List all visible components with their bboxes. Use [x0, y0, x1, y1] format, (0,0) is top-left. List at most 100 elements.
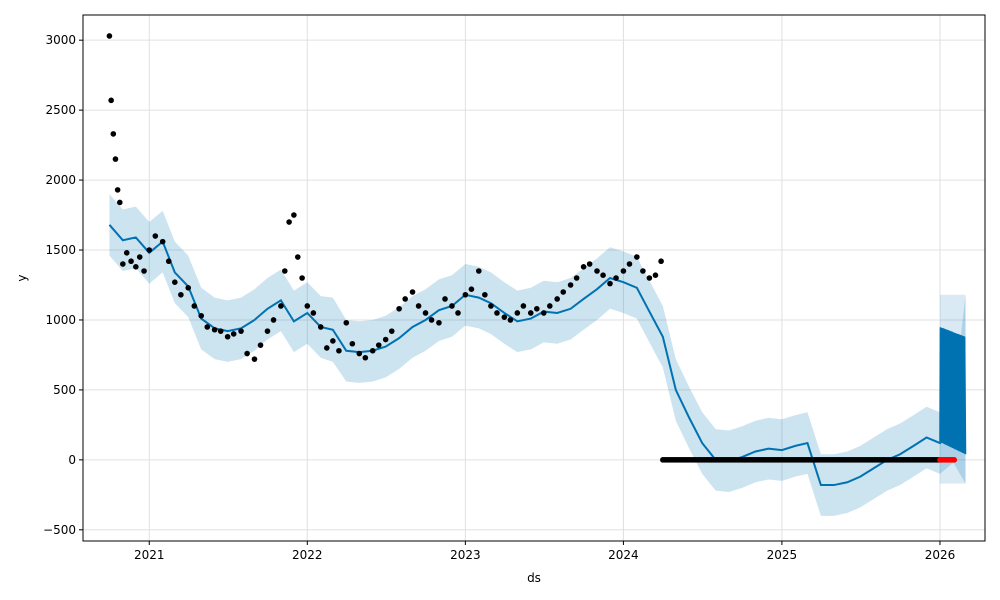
observed-point: [594, 268, 600, 274]
observed-point: [409, 289, 416, 295]
observed-point: [172, 279, 178, 285]
y-tick-label: 3000: [45, 33, 76, 47]
observed-point: [286, 219, 292, 225]
observed-point: [294, 254, 301, 260]
y-tick-label: −500: [43, 523, 76, 537]
observed-point: [165, 258, 172, 265]
observed-point: [185, 284, 192, 291]
observed-point: [554, 296, 560, 302]
y-tick-label: 500: [53, 383, 76, 397]
observed-point: [455, 310, 461, 316]
observed-point: [356, 350, 363, 357]
observed-point: [159, 238, 166, 245]
observed-point: [640, 268, 646, 274]
y-tick-label: 0: [68, 453, 76, 467]
observed-point: [191, 303, 198, 309]
observed-point: [362, 354, 369, 361]
x-tick-label: 2022: [292, 548, 323, 562]
observed-point: [494, 310, 500, 316]
observed-point: [507, 317, 514, 323]
observed-point: [501, 314, 508, 320]
observed-point: [573, 275, 580, 281]
observed-point: [468, 286, 475, 292]
observed-point: [244, 350, 250, 357]
observed-point: [626, 261, 633, 267]
observed-points-layer: [106, 33, 958, 463]
observed-point: [224, 333, 231, 340]
x-axis-label: ds: [527, 571, 541, 585]
observed-point: [270, 317, 277, 323]
observed-point: [204, 324, 211, 330]
observed-point: [534, 305, 540, 312]
observed-point: [152, 233, 159, 239]
observed-point: [396, 305, 402, 312]
observed-point: [567, 282, 574, 288]
observed-point: [607, 280, 613, 287]
observed-point: [310, 310, 317, 316]
observed-point: [547, 303, 553, 309]
observed-point: [634, 254, 640, 260]
x-tick-label: 2026: [925, 548, 956, 562]
observed-point: [449, 303, 455, 309]
observed-point: [120, 261, 126, 267]
plot-frame: [82, 14, 986, 542]
observed-point: [369, 347, 376, 354]
uncertainty-band: [109, 194, 966, 516]
observed-point: [291, 212, 297, 218]
holdout-point: [951, 457, 958, 463]
observed-point: [586, 261, 593, 267]
observed-point: [462, 291, 469, 298]
y-tick-label: 2500: [45, 103, 76, 117]
observed-point: [264, 328, 271, 334]
observed-point: [112, 156, 119, 162]
observed-point: [388, 328, 395, 334]
x-tick-label: 2021: [134, 548, 165, 562]
observed-point: [428, 317, 435, 323]
observed-point: [230, 331, 237, 337]
forecast-line-layer: [108, 224, 967, 487]
observed-point: [330, 338, 336, 344]
x-axis-ticks: 2021 2022 2023 2024 2025 2026: [134, 541, 955, 562]
observed-point: [251, 356, 258, 362]
observed-point: [198, 312, 205, 319]
observed-point: [110, 131, 117, 137]
observed-point: [514, 310, 521, 316]
observed-point: [482, 291, 488, 298]
observed-point: [600, 272, 606, 279]
grid: [83, 15, 985, 541]
observed-point: [317, 324, 324, 330]
observed-point: [304, 303, 311, 309]
x-tick-label: 2023: [450, 548, 481, 562]
observed-point: [123, 250, 130, 256]
observed-point: [527, 310, 534, 316]
y-tick-label: 1000: [45, 313, 76, 327]
observed-point: [108, 97, 114, 104]
observed-point: [349, 340, 356, 347]
observed-point: [323, 345, 330, 351]
observed-point: [402, 296, 408, 302]
observed-point: [114, 187, 121, 193]
uncertainty-interval: [109, 194, 966, 516]
observed-point: [136, 254, 143, 260]
observed-point: [520, 303, 527, 309]
observed-point: [652, 272, 659, 279]
observed-point: [117, 199, 123, 206]
observed-point: [620, 268, 627, 274]
observed-point: [343, 319, 350, 326]
x-tick-label: 2025: [767, 548, 798, 562]
observed-point: [281, 268, 288, 274]
observed-point: [106, 33, 113, 39]
observed-point: [257, 342, 264, 348]
observed-point: [415, 303, 422, 309]
observed-point: [141, 268, 147, 274]
observed-point: [336, 347, 342, 354]
observed-point: [299, 275, 305, 281]
x-tick-label: 2024: [608, 548, 639, 562]
observed-point: [422, 310, 429, 316]
observed-point: [442, 296, 448, 302]
observed-point: [436, 319, 442, 326]
observed-point: [133, 264, 139, 270]
observed-point: [646, 275, 653, 281]
observed-point: [375, 342, 382, 348]
observed-point: [128, 258, 134, 265]
